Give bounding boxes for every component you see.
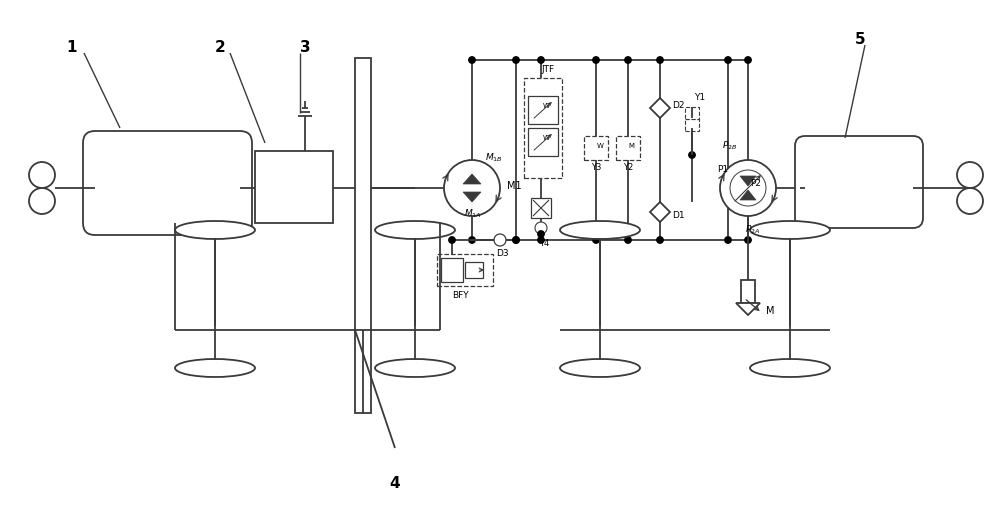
Bar — [685, 107, 699, 119]
Text: Y3: Y3 — [591, 164, 601, 173]
FancyBboxPatch shape — [83, 131, 252, 235]
Polygon shape — [740, 190, 756, 200]
FancyBboxPatch shape — [795, 136, 923, 228]
Text: M: M — [766, 306, 774, 316]
Circle shape — [657, 237, 663, 243]
Polygon shape — [650, 202, 670, 222]
Text: P2: P2 — [750, 178, 762, 187]
Circle shape — [513, 237, 519, 243]
Ellipse shape — [750, 221, 830, 239]
Text: Y2: Y2 — [623, 164, 633, 173]
Circle shape — [29, 188, 55, 214]
Bar — [355, 58, 371, 413]
Text: $P_{2A}$: $P_{2A}$ — [745, 224, 761, 236]
Circle shape — [538, 237, 544, 243]
Polygon shape — [740, 176, 756, 186]
Text: D2: D2 — [672, 101, 684, 110]
Bar — [524, 78, 562, 178]
Text: W: W — [543, 135, 549, 141]
Circle shape — [957, 162, 983, 188]
Circle shape — [444, 160, 500, 216]
Text: Y1: Y1 — [694, 93, 706, 103]
Circle shape — [29, 162, 55, 188]
Circle shape — [538, 231, 544, 237]
Text: P1: P1 — [717, 166, 729, 175]
Bar — [685, 119, 699, 131]
Circle shape — [725, 57, 731, 63]
Bar — [741, 280, 755, 303]
Circle shape — [720, 160, 776, 216]
Text: JTF: JTF — [541, 66, 555, 75]
Bar — [465, 262, 483, 278]
Text: 3: 3 — [300, 41, 310, 55]
Circle shape — [625, 237, 631, 243]
Polygon shape — [650, 98, 670, 118]
Polygon shape — [463, 192, 481, 202]
Circle shape — [957, 188, 983, 214]
Circle shape — [730, 170, 766, 206]
Text: W: W — [597, 143, 603, 149]
Circle shape — [494, 234, 506, 246]
Circle shape — [535, 222, 547, 234]
Text: M1: M1 — [507, 181, 522, 191]
Bar — [531, 198, 551, 218]
Bar — [528, 96, 558, 124]
Ellipse shape — [175, 359, 255, 377]
Text: D3: D3 — [496, 249, 508, 259]
Circle shape — [725, 237, 731, 243]
Circle shape — [657, 57, 663, 63]
Circle shape — [745, 237, 751, 243]
Text: 1: 1 — [67, 41, 77, 55]
Text: 2: 2 — [215, 41, 225, 55]
Bar — [441, 258, 463, 282]
Circle shape — [513, 237, 519, 243]
Circle shape — [469, 57, 475, 63]
Text: W: W — [543, 103, 549, 109]
Circle shape — [745, 57, 751, 63]
Ellipse shape — [375, 221, 455, 239]
Text: 5: 5 — [855, 33, 865, 48]
Text: Y4: Y4 — [539, 238, 549, 247]
Circle shape — [593, 57, 599, 63]
Polygon shape — [736, 303, 760, 315]
Bar — [255, 151, 333, 223]
Text: $M_{1B}$: $M_{1B}$ — [485, 152, 503, 164]
Circle shape — [449, 237, 455, 243]
Ellipse shape — [175, 221, 255, 239]
Circle shape — [538, 57, 544, 63]
Circle shape — [513, 57, 519, 63]
Ellipse shape — [750, 359, 830, 377]
Bar — [437, 254, 493, 286]
Polygon shape — [539, 230, 543, 234]
Circle shape — [689, 152, 695, 158]
Ellipse shape — [375, 359, 455, 377]
Text: $M_{1A}$: $M_{1A}$ — [464, 208, 482, 220]
Circle shape — [469, 237, 475, 243]
Text: 4: 4 — [390, 475, 400, 491]
Bar — [584, 136, 608, 160]
Bar — [616, 136, 640, 160]
Polygon shape — [463, 174, 481, 184]
Bar — [528, 128, 558, 156]
Ellipse shape — [560, 221, 640, 239]
Text: $P_{2B}$: $P_{2B}$ — [722, 140, 738, 152]
Ellipse shape — [560, 359, 640, 377]
Text: M: M — [628, 143, 634, 149]
Text: BFY: BFY — [452, 292, 468, 301]
Circle shape — [625, 57, 631, 63]
Circle shape — [593, 237, 599, 243]
Text: D1: D1 — [672, 210, 684, 219]
